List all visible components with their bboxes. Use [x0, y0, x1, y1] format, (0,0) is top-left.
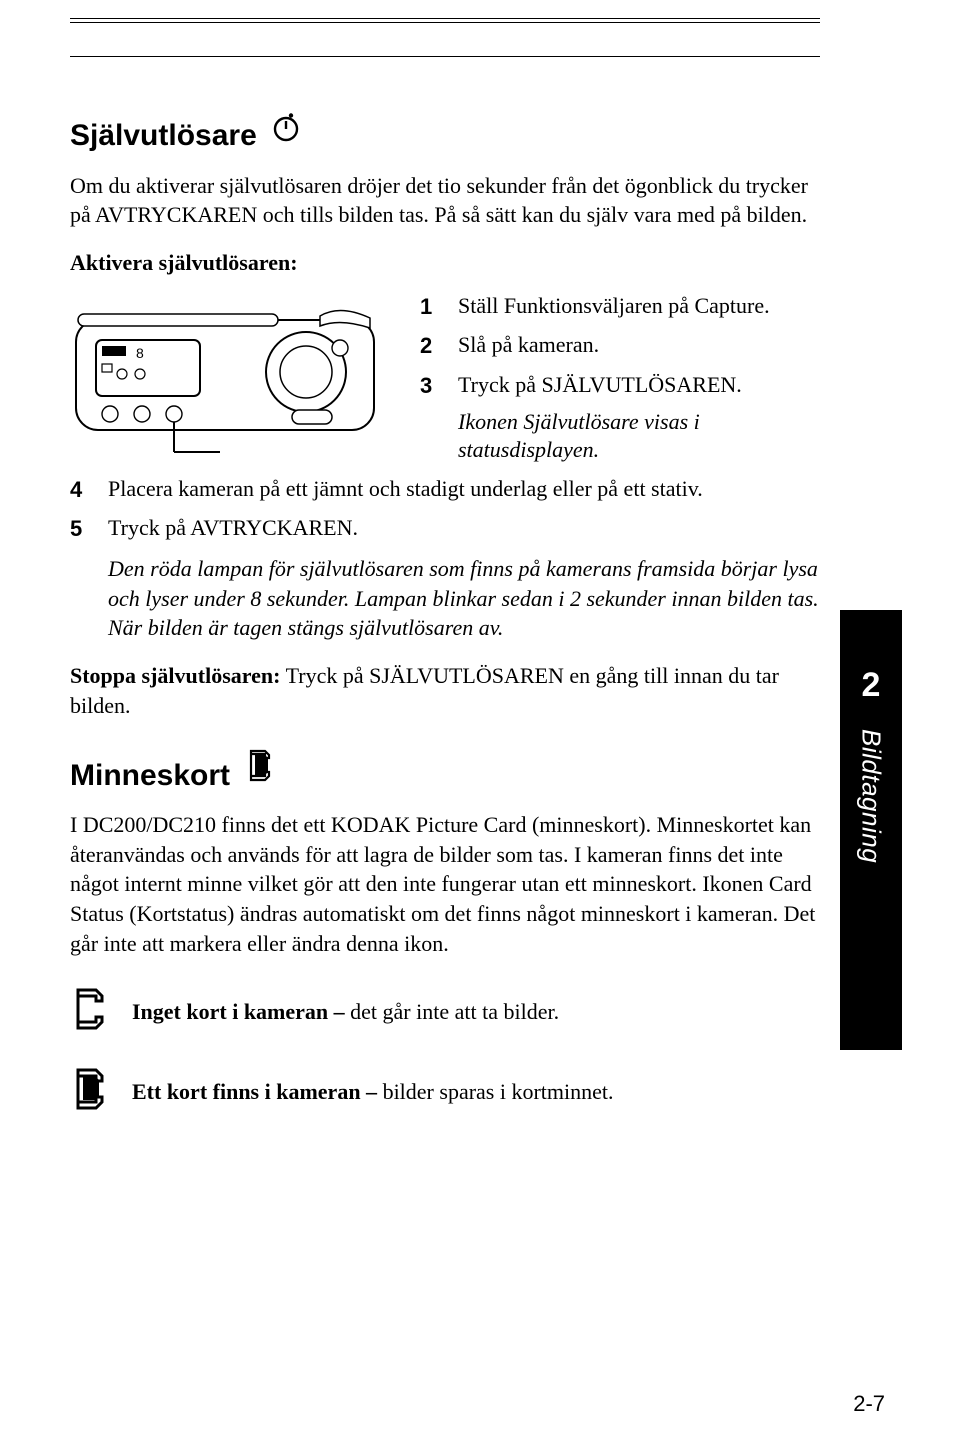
card-state-label: Ett kort finns i kameran – — [132, 1079, 377, 1104]
steps-right: 1 Ställ Funktionsväljaren på Capture. 2 … — [420, 292, 820, 475]
self-timer-icon — [271, 112, 301, 154]
manual-page: 2 Bildtagning Självutlösare Om du aktive… — [0, 0, 960, 1445]
step-text-main: Tryck på SJÄLVUTLÖSAREN. — [458, 372, 742, 397]
card-state-list: Inget kort i kameran – det går inte att … — [70, 986, 820, 1117]
card-state-desc: bilder sparas i kortminnet. — [377, 1079, 613, 1104]
section-memory-card-title: Minneskort — [70, 751, 820, 797]
step-text: Slå på kameran. — [458, 331, 599, 361]
card-state-absent: Inget kort i kameran – det går inte att … — [70, 986, 820, 1038]
section-self-timer-title: Självutlösare — [70, 115, 820, 157]
stop-self-timer: Stoppa självutlösaren: Tryck på SJÄLVUTL… — [70, 661, 820, 720]
card-state-present: Ett kort finns i kameran – bilder sparas… — [70, 1066, 820, 1118]
card-state-desc: det går inte att ta bilder. — [345, 999, 559, 1024]
activate-label: Aktivera självutlösaren: — [70, 248, 820, 278]
svg-text:8: 8 — [136, 345, 144, 361]
step-text: Tryck på AVTRYCKAREN. — [108, 514, 358, 544]
figure-and-steps: 8 1 Ställ Funkti — [70, 292, 820, 475]
stop-label: Stoppa självutlösaren: — [70, 663, 280, 688]
card-absent-icon — [70, 986, 110, 1038]
header-rule-bottom — [70, 56, 820, 57]
step-2: 2 Slå på kameran. — [420, 331, 820, 361]
section-memory-card-title-text: Minneskort — [70, 756, 230, 797]
step-text: Tryck på SJÄLVUTLÖSAREN. Ikonen Självutl… — [458, 371, 820, 465]
page-number: 2-7 — [853, 1391, 885, 1417]
chapter-number: 2 — [862, 666, 881, 705]
step-number: 3 — [420, 371, 442, 465]
section-memory-card: Minneskort I DC200/DC210 finns det ett K… — [70, 751, 820, 1118]
step-number: 2 — [420, 331, 442, 361]
step-1: 1 Ställ Funktionsväljaren på Capture. — [420, 292, 820, 322]
content-column: Självutlösare Om du aktiverar självutlös… — [70, 115, 820, 1146]
camera-top-figure: 8 — [70, 292, 380, 470]
chapter-tab: 2 Bildtagning — [840, 610, 902, 1050]
memory-card-icon — [244, 748, 276, 794]
card-state-text: Inget kort i kameran – det går inte att … — [132, 997, 559, 1027]
step-4: 4 Placera kameran på ett jämnt och stadi… — [70, 475, 820, 505]
step-5: 5 Tryck på AVTRYCKAREN. — [70, 514, 820, 544]
step-number: 1 — [420, 292, 442, 322]
card-present-icon — [70, 1066, 110, 1118]
step-number: 4 — [70, 475, 92, 505]
chapter-label: Bildtagning — [856, 729, 887, 863]
step-3: 3 Tryck på SJÄLVUTLÖSAREN. Ikonen Självu… — [420, 371, 820, 465]
memory-card-intro: I DC200/DC210 finns det ett KODAK Pictur… — [70, 810, 820, 958]
result-note: Den röda lampan för självutlösaren som f… — [108, 554, 820, 643]
header-double-rule — [70, 18, 820, 28]
steps-full-width: 4 Placera kameran på ett jämnt och stadi… — [70, 475, 820, 544]
step-text: Ställ Funktionsväljaren på Capture. — [458, 292, 770, 322]
step-note: Ikonen Självutlösare visas i statusdispl… — [458, 408, 820, 465]
section-self-timer-title-text: Självutlösare — [70, 116, 257, 157]
self-timer-intro: Om du aktiverar självutlösaren dröjer de… — [70, 171, 820, 230]
step-text: Placera kameran på ett jämnt och stadigt… — [108, 475, 703, 505]
card-state-label: Inget kort i kameran – — [132, 999, 345, 1024]
step-number: 5 — [70, 514, 92, 544]
card-state-text: Ett kort finns i kameran – bilder sparas… — [132, 1077, 614, 1107]
